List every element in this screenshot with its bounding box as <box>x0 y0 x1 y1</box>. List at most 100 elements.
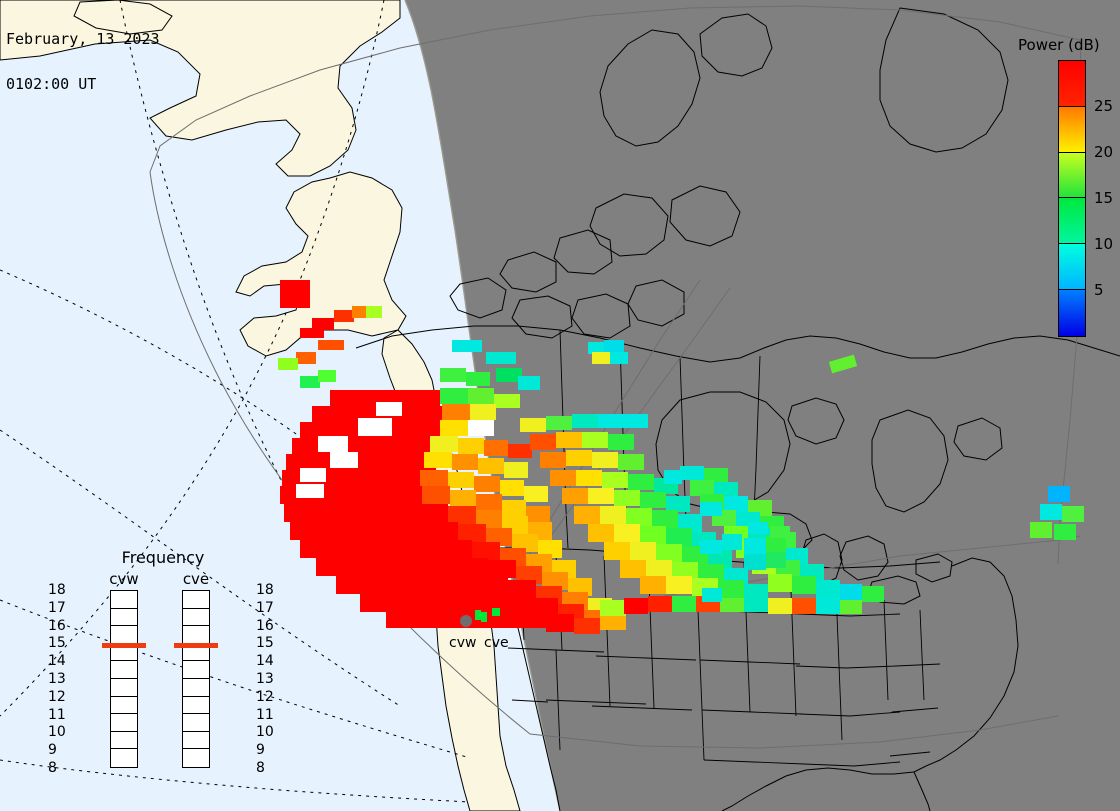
freq-cell <box>183 697 209 715</box>
freq-cell <box>111 644 137 662</box>
colorbar-segment-20-25 <box>1059 106 1085 153</box>
freq-tick: 14 <box>48 653 66 670</box>
freq-tick: 17 <box>256 599 274 616</box>
victoria-island-n <box>511 295 573 339</box>
freq-cell <box>111 697 137 715</box>
frequency-title: Frequency <box>121 548 205 567</box>
freq-cell <box>183 749 209 767</box>
ellesmere-island <box>589 193 669 257</box>
freq-cell <box>111 661 137 679</box>
state-border-co-nm <box>591 705 693 711</box>
fov-ray-cve-b <box>485 287 731 627</box>
labrador-coast <box>871 409 949 513</box>
state-border-nv-ut <box>555 649 561 751</box>
freq-tick: 12 <box>48 688 66 705</box>
backscatter-arc-outer <box>664 466 1084 602</box>
baffin-island <box>599 29 701 147</box>
newfoundland <box>953 417 1003 461</box>
freq-cell <box>111 749 137 767</box>
colorbar-tick-5: 5 <box>1094 281 1104 299</box>
radar-backscatter-cells <box>278 280 1084 634</box>
foxe-basin <box>787 397 845 445</box>
frequency-ticks-cve: 18 17 16 15 14 13 12 11 10 9 8 <box>212 582 274 776</box>
prince-of-wales <box>571 293 631 339</box>
lake-ontario <box>915 553 953 583</box>
colorbar-tick-20: 20 <box>1094 143 1114 161</box>
frequency-label-cve: cve <box>182 570 210 588</box>
freq-tick: 13 <box>48 671 66 687</box>
freq-tick: 14 <box>256 653 274 670</box>
banks-island <box>449 277 507 319</box>
state-border-il-in <box>799 613 901 617</box>
frequency-label-cvw: cvw <box>109 570 139 588</box>
freq-tick: 17 <box>48 599 66 616</box>
state-border-va-nc <box>895 663 941 667</box>
canada-north-coast <box>355 325 1120 363</box>
frequency-box-cve[interactable] <box>182 590 210 768</box>
grid-parallel-4 <box>0 759 471 803</box>
freq-cell <box>111 609 137 627</box>
colorbar-segment-25-30 <box>1059 61 1085 107</box>
frequency-marker-cve <box>174 643 218 648</box>
grid-parallel-3 <box>0 599 471 759</box>
magnetic-boundary-north <box>149 5 1081 173</box>
colorbar-strip <box>1058 60 1086 337</box>
state-border-nc-sc <box>891 707 939 713</box>
colorbar-tick-25: 25 <box>1094 97 1114 115</box>
freq-tick: 11 <box>256 706 274 723</box>
freq-tick: 18 <box>256 582 274 598</box>
colorbar-tick-15: 15 <box>1094 189 1114 207</box>
siberia-landmass <box>0 0 401 177</box>
state-border-wy-co <box>595 655 697 661</box>
lake-huron <box>839 535 889 581</box>
freq-tick: 13 <box>256 671 274 687</box>
freq-cell <box>111 714 137 732</box>
state-border-la-ms <box>803 761 901 767</box>
frequency-column-cve[interactable]: cve 18 17 16 15 14 13 12 <box>168 570 274 780</box>
florida-coast <box>913 771 931 811</box>
freq-cell <box>111 591 137 609</box>
frequency-box-cvw[interactable] <box>110 590 138 768</box>
freq-tick: 15 <box>256 635 274 652</box>
frequency-column-cvw[interactable]: cvw 18 17 16 15 14 13 12 <box>48 570 152 780</box>
devon-island <box>669 185 741 247</box>
state-border-mt-nd <box>603 555 611 707</box>
state-border-sc-ga <box>889 751 931 757</box>
state-border-pa-va <box>919 609 925 701</box>
colorbar-tick-10: 10 <box>1094 235 1114 253</box>
freq-tick: 16 <box>256 617 274 634</box>
freq-tick: 12 <box>256 688 274 705</box>
coastlines <box>355 7 1120 811</box>
fov-ray-cve-a <box>485 279 701 627</box>
freq-cell <box>111 626 137 644</box>
radar-station-dot <box>460 615 472 627</box>
freq-tick: 9 <box>48 742 57 759</box>
power-colorbar: Power (dB) 25 20 15 10 5 <box>1018 36 1118 356</box>
gulf-coast <box>721 767 915 811</box>
arctic-island-a <box>553 229 613 275</box>
freq-cell <box>183 626 209 644</box>
baffin-north <box>699 13 773 77</box>
freq-tick: 9 <box>256 742 265 759</box>
timestamp-date: February, 13 2023 <box>6 30 160 48</box>
freq-tick: 18 <box>48 582 66 598</box>
state-border-in-oh <box>835 589 843 741</box>
magnetic-boundary-south <box>529 715 1059 749</box>
freq-cell <box>183 679 209 697</box>
state-border-ar-tn <box>799 711 901 717</box>
colorbar-segment-10-15 <box>1059 198 1085 245</box>
freq-tick: 10 <box>256 724 274 741</box>
state-border-ne-ks <box>699 659 801 665</box>
prov-border-bc-ab <box>559 329 569 549</box>
freq-cell <box>111 679 137 697</box>
radar-origin-cells <box>475 596 502 622</box>
freq-cell <box>183 661 209 679</box>
freq-tick: 8 <box>256 760 265 776</box>
arctic-island-b <box>499 251 557 293</box>
timestamp: February, 13 2023 0102:00 UT <box>6 2 160 122</box>
backscatter-arc-inner <box>280 388 862 634</box>
freq-tick: 8 <box>48 760 57 776</box>
state-border-mo-ky <box>795 665 897 669</box>
